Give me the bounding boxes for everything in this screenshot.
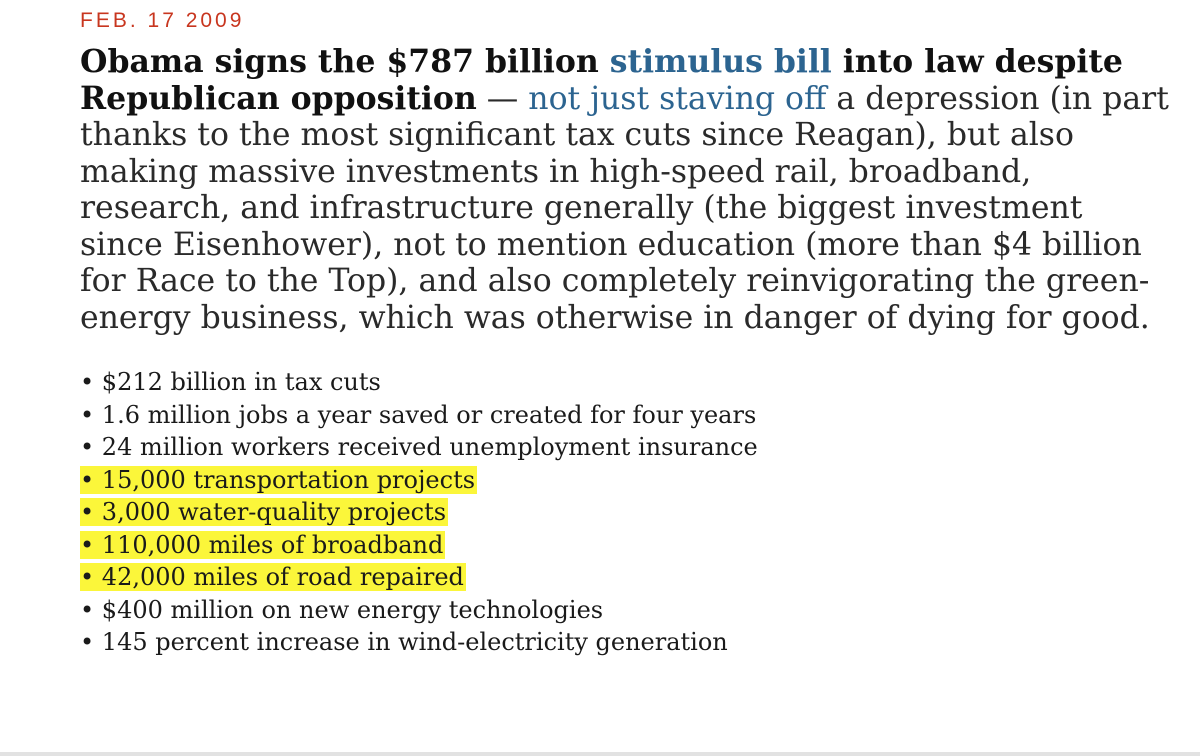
list-item: • 110,000 miles of broadband: [80, 529, 1170, 562]
list-item-text: 15,000 transportation projects: [101, 465, 476, 494]
list-item-text: $400 million on new energy technologies: [101, 595, 604, 624]
bullet-marker: •: [80, 530, 95, 559]
list-item: • 42,000 miles of road repaired: [80, 561, 1170, 594]
lede-body-text: a depression (in part thanks to the most…: [80, 80, 1169, 336]
em-dash: —: [476, 80, 529, 117]
headline: Obama signs the $787 billion stimulus bi…: [80, 43, 1123, 117]
bullet-marker: •: [80, 595, 95, 624]
dateline: FEB. 17 2009: [80, 9, 245, 32]
list-item: • 1.6 million jobs a year saved or creat…: [80, 399, 1170, 432]
list-item: • $212 billion in tax cuts: [80, 366, 1170, 399]
list-item-text: $212 billion in tax cuts: [101, 368, 381, 396]
staving-off-link[interactable]: not just staving off: [528, 80, 827, 117]
list-item: • 24 million workers received unemployme…: [80, 431, 1170, 464]
bullet-marker: •: [80, 465, 95, 494]
bullet-marker: •: [80, 498, 95, 526]
list-item: • $400 million on new energy technologie…: [80, 594, 1170, 627]
bullet-marker: •: [80, 368, 95, 396]
list-item: • 145 percent increase in wind-electrici…: [80, 626, 1170, 659]
list-item-text: 1.6 million jobs a year saved or created…: [101, 400, 757, 429]
bullet-marker: •: [80, 563, 95, 591]
list-item-text: 110,000 miles of broadband: [101, 530, 444, 559]
stimulus-bill-link[interactable]: stimulus bill: [609, 43, 832, 80]
bullet-marker: •: [80, 433, 95, 461]
bullet-marker: •: [80, 400, 95, 429]
list-item-text: 24 million workers received unemployment…: [101, 433, 758, 461]
list-item-text: 42,000 miles of road repaired: [101, 563, 464, 591]
list-item: • 15,000 transportation projects: [80, 464, 1170, 497]
article: FEB. 17 2009 Obama signs the $787 billio…: [80, 6, 1170, 659]
lede-paragraph: Obama signs the $787 billion stimulus bi…: [80, 43, 1170, 336]
bullet-marker: •: [80, 628, 95, 656]
list-item: • 3,000 water-quality projects: [80, 496, 1170, 529]
list-item-text: 145 percent increase in wind-electricity…: [101, 628, 728, 656]
list-item-text: 3,000 water-quality projects: [101, 498, 447, 526]
headline-text-end: into law despite Republican opposition: [80, 43, 1123, 117]
stimulus-facts-list: • $212 billion in tax cuts • 1.6 million…: [80, 366, 1170, 659]
bottom-divider: [0, 752, 1200, 756]
headline-text-start: Obama signs the $787 billion: [80, 43, 610, 80]
